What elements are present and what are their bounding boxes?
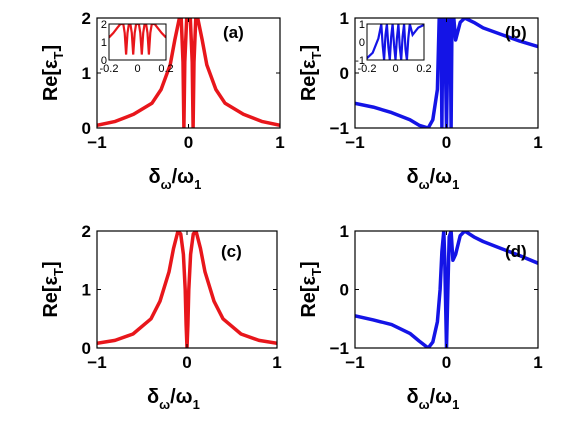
y-tick-label: 0 — [340, 64, 349, 83]
y-axis-label: Re[εT] — [40, 261, 66, 317]
x-tick-label: −1 — [345, 133, 364, 152]
x-tick-label: −1 — [345, 353, 364, 372]
y-tick-label: 2 — [82, 222, 91, 241]
inset-frame — [108, 23, 167, 61]
panel-label: (b) — [505, 23, 527, 42]
x-tick-label: 1 — [275, 133, 284, 152]
x-tick-label: 0 — [182, 353, 191, 372]
y-tick-label: 1 — [82, 281, 91, 300]
y-tick-label: 1 — [340, 222, 349, 241]
series-line — [97, 18, 280, 128]
inset-x-tick-label: -0.2 — [358, 63, 377, 75]
inset-x-tick-label: -0.2 — [100, 63, 119, 75]
inset-y-tick-label: 1 — [359, 19, 365, 31]
inset-series-line — [109, 24, 166, 55]
panel-label: (c) — [221, 242, 242, 261]
panel-label: (d) — [505, 242, 527, 261]
y-tick-label: 2 — [82, 9, 91, 28]
inset-x-tick-label: 0 — [392, 63, 398, 75]
inset-x-tick-label: 0 — [134, 63, 140, 75]
y-tick-label: 0 — [340, 281, 349, 300]
x-tick-label: 1 — [272, 353, 281, 372]
x-tick-label: 0 — [442, 353, 451, 372]
x-axis-label: δω/ω1 — [407, 386, 460, 412]
x-tick-label: 0 — [442, 133, 451, 152]
x-tick-label: 1 — [533, 353, 542, 372]
y-axis-label: Re[εT] — [40, 45, 66, 101]
inset: -0.2 0 0.2 -1 0 1 — [355, 19, 431, 75]
inset-y-tick-label: 1 — [101, 37, 107, 49]
inset-background — [109, 24, 166, 60]
inset-y-tick-label: 0 — [101, 55, 107, 67]
panel-label: (a) — [223, 23, 244, 42]
y-tick-label: −1 — [330, 119, 349, 138]
y-tick-label: −1 — [330, 339, 349, 358]
inset-x-tick-label: 0.2 — [158, 63, 173, 75]
x-axis-label: δω/ω1 — [149, 166, 202, 192]
series-line — [97, 231, 277, 348]
inset-y-tick-label: -1 — [355, 55, 365, 67]
y-tick-label: 0 — [82, 119, 91, 138]
y-axis-label: Re[εT] — [298, 261, 324, 317]
x-tick-label: −1 — [87, 133, 106, 152]
y-tick-label: 1 — [340, 9, 349, 28]
series-line — [355, 231, 538, 348]
y-tick-label: 0 — [82, 339, 91, 358]
inset-frame — [366, 23, 425, 61]
inset-y-tick-label: 2 — [101, 19, 107, 31]
x-tick-label: −1 — [87, 353, 106, 372]
inset-series-line — [367, 24, 424, 60]
y-tick-label: 1 — [82, 64, 91, 83]
x-axis-label: δω/ω1 — [147, 386, 200, 412]
series-line — [355, 18, 538, 128]
x-tick-label: 0 — [184, 133, 193, 152]
x-tick-label: 1 — [533, 133, 542, 152]
inset-x-tick-label: 0.2 — [416, 63, 431, 75]
x-axis-label: δω/ω1 — [407, 166, 460, 192]
panel-d: −1 0 1 −1 0 1 (d) δω/ω1 Re[εT] — [298, 222, 543, 412]
inset-y-tick-label: 0 — [359, 37, 365, 49]
y-axis-label: Re[εT] — [298, 45, 324, 101]
